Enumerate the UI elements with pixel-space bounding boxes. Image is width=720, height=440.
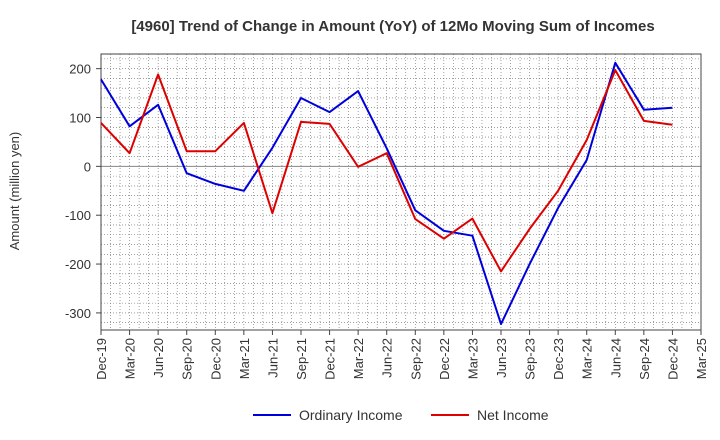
x-tick-label: Jun-23 bbox=[494, 338, 509, 378]
x-tick-label: Sep-24 bbox=[637, 338, 652, 380]
x-tick-label: Dec-19 bbox=[94, 338, 109, 380]
x-tick-label: Mar-20 bbox=[123, 338, 138, 379]
x-tick-label: Mar-21 bbox=[237, 338, 252, 379]
y-axis-label: Amount (million yen) bbox=[7, 132, 22, 251]
grid-lines bbox=[100, 54, 702, 330]
series-line-ordinary-income bbox=[100, 61, 673, 326]
x-tick-label: Jun-21 bbox=[265, 338, 280, 378]
plot-border bbox=[100, 53, 702, 331]
x-tick-label: Sep-20 bbox=[180, 338, 195, 380]
x-tick-label: Jun-24 bbox=[608, 338, 623, 378]
x-tick-label: Mar-22 bbox=[351, 338, 366, 379]
chart-title: [4960] Trend of Change in Amount (YoY) o… bbox=[131, 18, 654, 35]
axes: 200 100 0 -100 -200 -300 Dec-19 Mar-20 Jun-20 Sep… bbox=[65, 53, 709, 380]
y-tick-label: -100 bbox=[65, 208, 91, 223]
x-tick-label: Dec-24 bbox=[665, 338, 680, 380]
y-tick-label: -200 bbox=[65, 257, 91, 272]
y-tick-label: -300 bbox=[65, 306, 91, 321]
x-tick-label: Sep-23 bbox=[523, 338, 538, 380]
x-tick-label: Sep-22 bbox=[408, 338, 423, 380]
x-tick-label: Mar-23 bbox=[465, 338, 480, 379]
x-tick-label: Dec-20 bbox=[208, 338, 223, 380]
legend: Ordinary Income Net Income bbox=[253, 407, 549, 423]
x-tick-label: Jun-22 bbox=[380, 338, 395, 378]
x-tick-label: Dec-23 bbox=[551, 338, 566, 380]
y-tick-label: 100 bbox=[69, 111, 91, 126]
x-tick-label: Mar-25 bbox=[694, 338, 709, 379]
x-tick-label: Sep-21 bbox=[294, 338, 309, 380]
x-tick-label: Mar-24 bbox=[580, 338, 595, 379]
x-tick-label: Jun-20 bbox=[151, 338, 166, 378]
series-line-net-income bbox=[100, 69, 673, 273]
x-tick-label: Dec-21 bbox=[323, 338, 338, 380]
y-tick-label: 200 bbox=[69, 62, 91, 77]
legend-label: Net Income bbox=[477, 407, 549, 423]
legend-label: Ordinary Income bbox=[299, 407, 403, 423]
y-tick-label: 0 bbox=[84, 159, 91, 174]
x-tick-label: Dec-22 bbox=[437, 338, 452, 380]
series-lines bbox=[100, 61, 673, 326]
